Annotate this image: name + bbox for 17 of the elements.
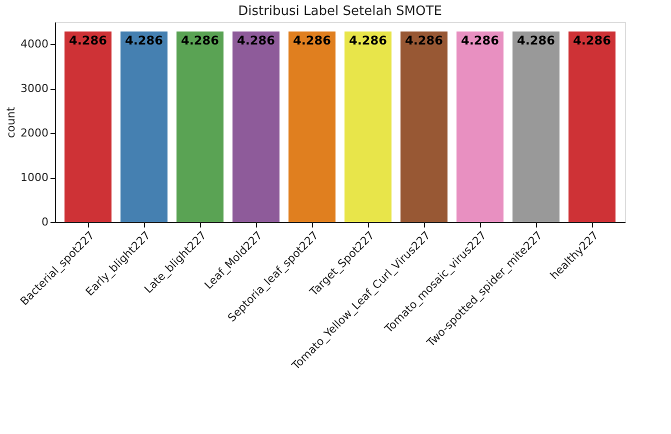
data-label: 4.286	[125, 34, 163, 48]
data-label: 4.286	[573, 34, 611, 48]
data-label: 4.286	[517, 34, 555, 48]
data-label: 4.286	[237, 34, 275, 48]
data-label: 4.286	[349, 34, 387, 48]
y-tick-label: 4000	[20, 38, 48, 51]
y-tick-label: 2000	[20, 126, 48, 140]
y-tick-label: 0	[42, 216, 48, 228]
y-axis-title: count	[4, 106, 18, 138]
y-tick-label: 3000	[20, 82, 48, 96]
data-label: 4.286	[181, 34, 219, 48]
chart-title: Distribusi Label Setelah SMOTE	[238, 4, 442, 19]
data-label: 4.286	[69, 34, 107, 48]
data-label: 4.286	[293, 34, 331, 48]
data-label: 4.286	[461, 34, 499, 48]
y-tick-label: 1000	[20, 171, 48, 184]
data-label: 4.286	[405, 34, 443, 48]
